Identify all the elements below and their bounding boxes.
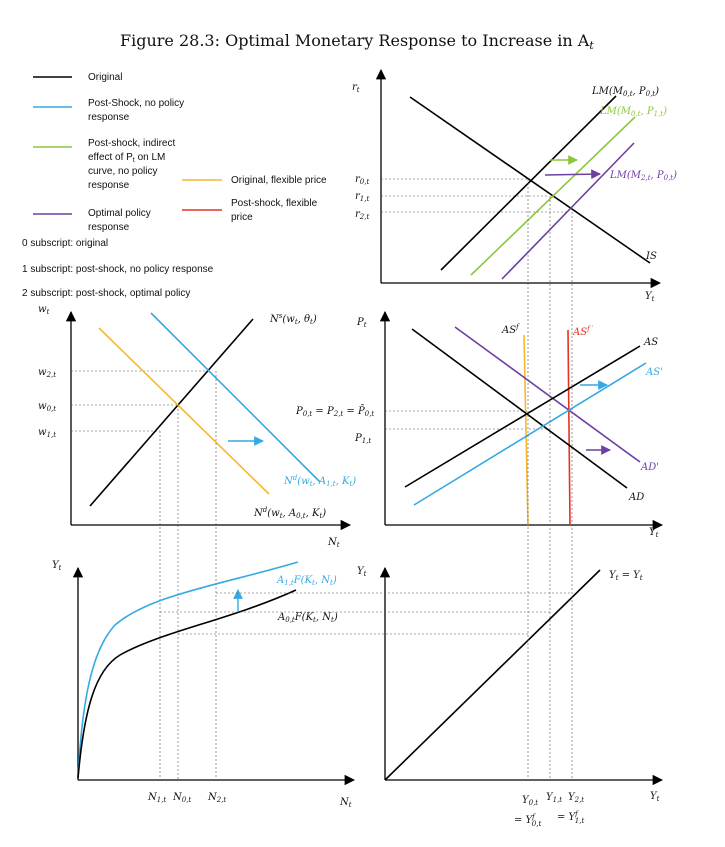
legend-label-original: Original [88, 72, 122, 83]
legend-label-indirect-4: response [88, 180, 130, 191]
production-panel: Yt Nt A1,tF(Kt, Nt) A0,tF(Kt, Nt) N1,t N… [52, 371, 356, 809]
legend-label-flex-post-1: Post-shock, flexible [231, 198, 318, 209]
asf1-curve [567, 329, 571, 526]
w0-label: w0,t [38, 401, 56, 413]
legend-note-2: 2 subscript: post-shock, optimal policy [22, 288, 190, 299]
asf-label: ASf [501, 323, 520, 336]
lm2-label: LM(M2,t, P0,t) [609, 170, 677, 182]
y1f-label: = Yf 1,t [557, 810, 584, 825]
y0f-label: = Yf 0,t [514, 813, 541, 828]
line45-label: Yt = Yt [609, 570, 643, 582]
legend-label-optimal-2: response [88, 222, 130, 233]
as-label: AS [643, 337, 658, 348]
r1-label: r1,t [355, 191, 369, 203]
w2-label: w2,t [38, 367, 56, 379]
lm0-curve [440, 95, 617, 271]
labor-x-label: Nt [327, 537, 340, 549]
legend-label-post-shock-2: response [88, 112, 130, 123]
figure-title: Figure 28.3: Optimal Monetary Response t… [120, 31, 594, 52]
f1-label: A1,tF(Kt, Nt) [276, 575, 337, 587]
n0-label: N0,t [172, 792, 191, 804]
f0-label: A0,tF(Kt, Nt) [277, 612, 338, 624]
production-post-curve [77, 561, 299, 779]
y0-label: Y0,t [522, 795, 538, 807]
r2-label: r2,t [355, 209, 369, 221]
asad-panel: Pt Yt P0,t = P2,t = P̄0,t P1,t ASf ASf ′… [295, 310, 664, 539]
production-y-label: Yt [52, 560, 62, 572]
lm1-label: LM(M0,t, P1,t) [599, 106, 667, 118]
lm0-label: LM(M0,t, P0,t) [591, 86, 659, 98]
as-curve [404, 345, 641, 488]
legend-label-optimal-1: Optimal policy [88, 208, 151, 219]
ad-curve [411, 328, 628, 489]
asf-curve [523, 334, 529, 526]
as1-curve [413, 362, 647, 506]
islm-purple-shift-arrow [544, 169, 601, 180]
islm-y-label: rt [352, 82, 360, 94]
asf1-label: ASf ′ [572, 325, 594, 338]
islm-x-label: Yt [645, 291, 655, 303]
p0-label: P0,t = P2,t = P̄0,t [295, 405, 374, 418]
legend-label-post-shock-1: Post-Shock, no policy [88, 98, 184, 109]
n2-label: N2,t [207, 792, 226, 804]
legend-label-indirect-1: Post-shock, indirect [88, 138, 175, 149]
labor-demand-post-curve [150, 312, 321, 483]
lm1-curve [470, 116, 636, 276]
n1-label: N1,t [147, 792, 166, 804]
legend-note-1: 1 subscript: post-shock, no policy respo… [22, 264, 214, 275]
ad-label: AD [628, 492, 644, 503]
legend-label-indirect-3: curve, no policy [88, 166, 157, 177]
ad1-label: AD' [640, 462, 659, 473]
labor-supply-curve [89, 318, 254, 507]
r0-label: r0,t [355, 174, 369, 186]
production-x-label: Nt [339, 797, 352, 809]
labor-demand-original-curve [98, 327, 270, 495]
production-original-curve [77, 589, 297, 779]
y1-label: Y1,t [546, 792, 562, 804]
ad1-curve [454, 326, 641, 463]
y2-label: Y2,t [568, 792, 584, 804]
w1-label: w1,t [38, 427, 56, 439]
line45-curve [384, 569, 601, 781]
line45-y-label: Yt [357, 566, 367, 578]
legend-label-indirect-2: effect of Pt on LM [88, 152, 165, 164]
line45-x-label: Yt [650, 791, 660, 803]
is-curve [409, 96, 651, 264]
labor-y-label: wt [38, 304, 50, 316]
legend-note-0: 0 subscript: original [22, 238, 108, 249]
asad-x-label: Yt [649, 527, 659, 539]
nd1-label: Nd(wt, A1,t, Kt) [283, 474, 356, 488]
nd0-label: Nd(wt, A0,t, Kt) [253, 506, 326, 520]
lm2-curve [501, 142, 635, 280]
p1-label: P1,t [354, 433, 371, 445]
ns-label: Ns(wt, θt) [269, 312, 317, 326]
as1-label: AS' [645, 367, 663, 378]
line45-panel: Yt Yt Yt = Yt Y0,t Y1,t Y2,t = Yf 0,t = Y… [160, 179, 664, 828]
islm-panel: rt Yt r0,t r1,t r2,t LM(M0,t, P0,t) LM(M… [352, 68, 677, 303]
labor-panel: wt Nt w2,t w0,t w1,t Ns(wt, θt) Nd(wt, A… [38, 304, 356, 549]
asad-y-label: Pt [356, 317, 367, 329]
is-label: IS [645, 251, 657, 262]
legend-label-flex-original: Original, flexible price [231, 175, 327, 186]
legend: Original Post-Shock, no policy response … [22, 72, 327, 299]
legend-label-flex-post-2: price [231, 212, 253, 223]
